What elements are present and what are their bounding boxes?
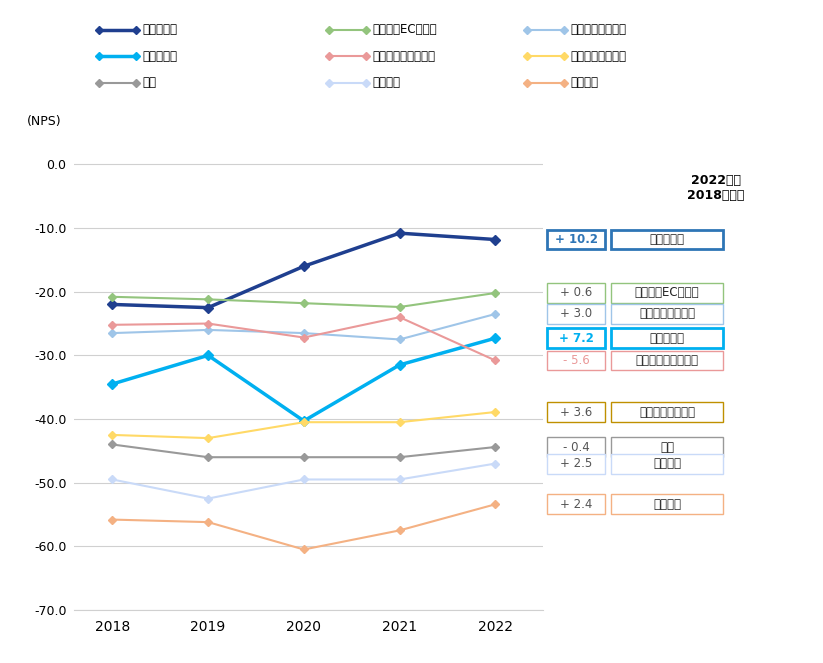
Text: + 2.5: + 2.5	[560, 457, 593, 470]
Text: 対面証券: 対面証券	[653, 498, 681, 511]
Text: クレジットカード: クレジットカード	[639, 406, 695, 418]
Text: - 0.4: - 0.4	[563, 440, 589, 453]
Text: + 3.6: + 3.6	[560, 406, 593, 418]
Text: アパレルECサイト: アパレルECサイト	[373, 23, 438, 36]
Text: ネット証券: ネット証券	[649, 332, 685, 345]
Text: + 3.0: + 3.0	[560, 308, 593, 320]
Text: + 2.4: + 2.4	[560, 498, 593, 511]
Text: 通販化粧品: 通販化粧品	[142, 23, 178, 36]
Text: (NPS): (NPS)	[27, 115, 62, 128]
Text: ネット証券: ネット証券	[142, 50, 178, 63]
Text: 銀行: 銀行	[142, 76, 156, 90]
Text: セキュリティソフト: セキュリティソフト	[373, 50, 436, 63]
Text: 対面証券: 対面証券	[570, 76, 598, 90]
Text: + 0.6: + 0.6	[560, 286, 593, 300]
Text: 生命保険: 生命保険	[653, 457, 681, 470]
Text: 動画配信サービス: 動画配信サービス	[639, 308, 695, 320]
Text: 通販化粧品: 通販化粧品	[649, 233, 685, 246]
Text: 生命保険: 生命保険	[373, 76, 401, 90]
Text: + 7.2: + 7.2	[559, 332, 593, 345]
Text: アパレルECサイト: アパレルECサイト	[635, 286, 700, 300]
Text: セキュリティソフト: セキュリティソフト	[635, 354, 699, 367]
Text: - 5.6: - 5.6	[563, 354, 589, 367]
Text: 銀行: 銀行	[660, 440, 674, 453]
Text: クレジットカード: クレジットカード	[570, 50, 626, 63]
Text: 2022年と
2018年の差: 2022年と 2018年の差	[687, 174, 745, 202]
Text: + 10.2: + 10.2	[555, 233, 597, 246]
Text: 動画配信サービス: 動画配信サービス	[570, 23, 626, 36]
